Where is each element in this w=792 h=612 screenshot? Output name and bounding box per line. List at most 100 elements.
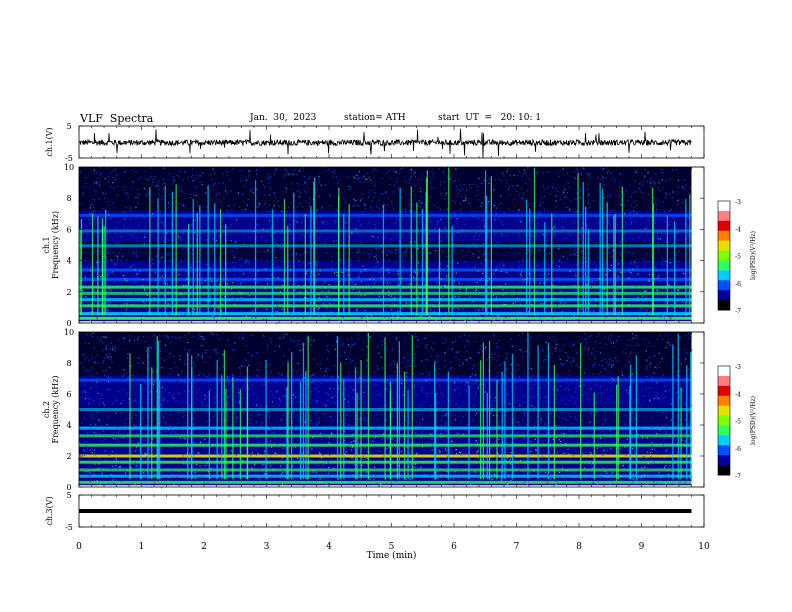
noise-speck <box>359 199 361 201</box>
noise-speck <box>584 372 586 374</box>
noise-speck <box>472 405 474 407</box>
noise-speck <box>146 452 148 454</box>
noise-speck <box>279 345 281 347</box>
noise-speck <box>385 249 387 251</box>
noise-speck <box>178 410 180 412</box>
noise-speck <box>483 197 486 199</box>
noise-speck <box>232 375 234 377</box>
noise-speck <box>476 282 478 284</box>
noise-speck <box>396 299 398 301</box>
noise-speck <box>158 189 160 191</box>
noise-speck <box>104 178 106 180</box>
noise-speck <box>387 437 389 439</box>
noise-speck <box>191 310 193 312</box>
noise-speck <box>678 415 680 417</box>
noise-speck <box>670 208 672 211</box>
noise-speck <box>233 204 235 207</box>
noise-speck <box>222 457 225 459</box>
noise-speck <box>493 206 495 208</box>
noise-speck <box>194 308 196 310</box>
noise-speck <box>476 289 478 291</box>
noise-speck <box>267 227 269 229</box>
noise-speck <box>319 367 321 369</box>
noise-speck <box>610 209 613 211</box>
noise-speck <box>161 257 163 259</box>
noise-speck <box>682 246 684 248</box>
noise-speck <box>688 421 691 423</box>
noise-speck <box>555 200 557 202</box>
noise-speck <box>497 414 499 417</box>
noise-speck <box>662 374 664 376</box>
sferic-streak <box>484 170 487 316</box>
noise-speck <box>650 242 652 245</box>
noise-speck <box>480 263 482 265</box>
noise-speck <box>304 343 307 345</box>
noise-speck <box>660 238 662 240</box>
noise-speck <box>329 424 331 426</box>
noise-speck <box>307 269 309 272</box>
noise-speck <box>473 184 475 186</box>
noise-speck <box>152 263 154 265</box>
noise-speck <box>610 389 612 391</box>
noise-speck <box>268 246 270 248</box>
noise-speck <box>180 190 182 192</box>
noise-speck <box>210 304 212 306</box>
noise-speck <box>652 377 654 379</box>
noise-speck <box>273 432 275 434</box>
noise-speck <box>581 222 584 224</box>
noise-speck <box>135 251 137 253</box>
noise-speck <box>187 177 190 179</box>
noise-speck <box>542 349 544 352</box>
noise-speck <box>115 399 117 401</box>
noise-speck <box>94 199 96 201</box>
noise-speck <box>398 244 400 246</box>
noise-speck <box>430 347 432 349</box>
noise-speck <box>213 183 215 185</box>
noise-speck <box>633 417 635 419</box>
noise-speck <box>300 374 302 376</box>
noise-speck <box>569 208 571 210</box>
noise-speck <box>505 475 507 478</box>
noise-speck <box>326 334 328 336</box>
noise-speck <box>232 293 234 295</box>
noise-speck <box>170 427 173 429</box>
noise-speck <box>390 217 392 219</box>
noise-speck <box>555 215 557 217</box>
noise-speck <box>212 238 214 240</box>
noise-speck <box>671 291 673 293</box>
noise-speck <box>592 300 594 302</box>
noise-speck <box>539 375 541 377</box>
noise-speck <box>239 368 241 370</box>
noise-speck <box>364 385 366 387</box>
noise-speck <box>662 444 664 446</box>
noise-speck <box>97 392 99 395</box>
noise-speck <box>286 375 288 377</box>
noise-speck <box>674 363 676 365</box>
noise-speck <box>396 337 398 339</box>
noise-speck <box>259 293 261 295</box>
noise-speck <box>632 458 634 460</box>
noise-speck <box>599 386 602 388</box>
noise-speck <box>291 340 293 342</box>
noise-speck <box>583 384 585 386</box>
noise-speck <box>127 197 129 199</box>
noise-speck <box>410 169 412 171</box>
noise-speck <box>165 412 167 414</box>
noise-speck <box>626 487 628 489</box>
noise-speck <box>441 240 443 242</box>
noise-speck <box>420 315 422 317</box>
noise-speck <box>284 388 286 390</box>
noise-speck <box>345 451 347 453</box>
noise-speck <box>218 338 220 340</box>
noise-speck <box>415 431 417 433</box>
noise-speck <box>88 304 90 306</box>
noise-speck <box>649 311 651 313</box>
noise-speck <box>562 226 565 229</box>
noise-speck <box>106 230 108 233</box>
noise-speck <box>508 475 510 477</box>
noise-speck <box>273 299 275 301</box>
noise-speck <box>496 207 498 209</box>
noise-speck <box>180 260 182 262</box>
noise-speck <box>279 398 281 400</box>
noise-speck <box>98 246 101 248</box>
